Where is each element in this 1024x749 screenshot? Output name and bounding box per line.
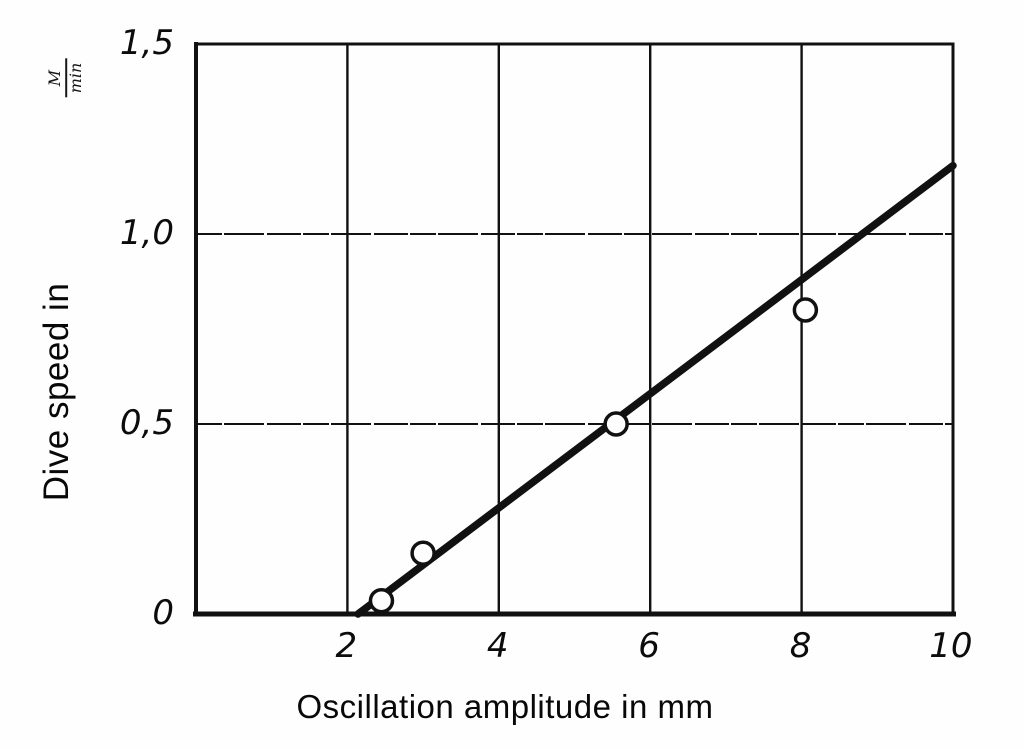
y-tick-label: 0 — [152, 593, 174, 634]
x-tick-label: 2 — [335, 626, 358, 666]
data-point — [603, 411, 629, 437]
y-tick-label: 1,5 — [119, 23, 174, 64]
x-tick-label: 8 — [789, 626, 812, 666]
x-tick-label: 10 — [929, 626, 973, 666]
data-point — [410, 540, 436, 566]
x-tick-label: 6 — [638, 626, 660, 666]
x-axis-title: Oscillation amplitude in mm — [296, 688, 714, 725]
data-point — [368, 587, 395, 614]
y-axis-tick-labels: 0 0,5 1,0 1,5 — [0, 0, 180, 749]
y-tick-label: 1,0 — [119, 213, 174, 254]
data-point — [792, 297, 819, 323]
fit-line — [354, 161, 957, 618]
x-tick-label: 4 — [486, 626, 509, 666]
y-tick-label: 0,5 — [119, 403, 174, 444]
